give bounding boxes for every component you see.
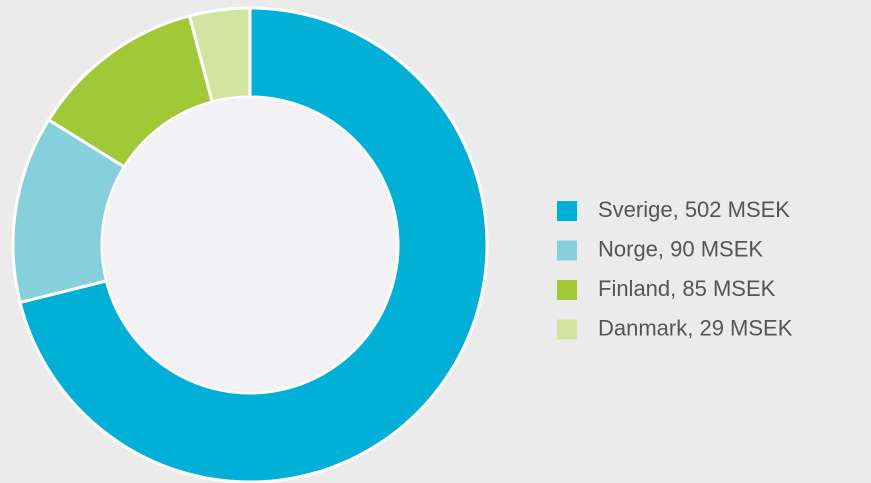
donut-slice (18, 6, 489, 483)
legend-swatch (557, 201, 577, 221)
legend-label: Finland, 85 MSEK (598, 276, 776, 301)
donut-hole (103, 98, 397, 392)
legend-swatch (557, 240, 577, 261)
legend-swatch (557, 280, 577, 300)
legend-label: Danmark, 29 MSEK (598, 315, 793, 340)
donut-slice (187, 6, 252, 104)
legend-label: Sverige, 502 MSEK (598, 197, 790, 222)
legend-label: Norge, 90 MSEK (598, 236, 763, 261)
legend-swatch (557, 319, 577, 340)
